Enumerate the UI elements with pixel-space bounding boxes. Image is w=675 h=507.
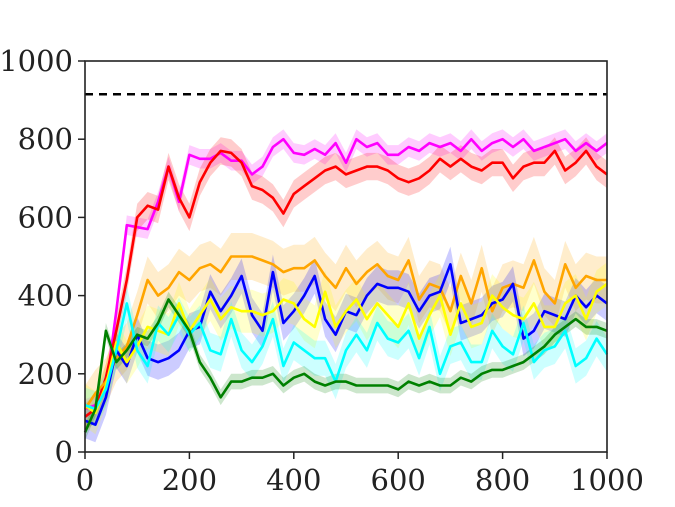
- series-lines: [83, 137, 609, 433]
- x-tick-label: 200: [162, 463, 217, 497]
- confidence-bands: [85, 129, 607, 443]
- y-tick-label: 800: [18, 122, 73, 156]
- series-band-5: [85, 262, 607, 435]
- series-line-3: [83, 255, 607, 410]
- x-axis: 0 200 400 600 800 1000: [76, 452, 644, 497]
- series-band-6: [85, 285, 607, 427]
- y-tick-label: 400: [18, 279, 73, 313]
- x-tick-label: 0: [76, 463, 94, 497]
- plot-frame: [84, 60, 608, 453]
- series-band-4: [85, 246, 607, 443]
- series-line-7: [83, 298, 608, 433]
- series-line-6: [84, 302, 609, 411]
- y-tick-label: 0: [55, 435, 73, 469]
- x-tick-label: 600: [371, 463, 426, 497]
- y-tick-label: 600: [18, 200, 73, 234]
- x-tick-label: 800: [475, 463, 530, 497]
- x-tick-label: 400: [266, 463, 321, 497]
- series-line-5: [84, 282, 608, 415]
- y-tick-label: 1000: [0, 44, 73, 78]
- y-tick-label: 200: [18, 357, 73, 391]
- series-line-2: [84, 149, 608, 418]
- y-axis: 0 200 400 600 800 1000: [0, 44, 85, 469]
- x-tick-label: 1000: [570, 463, 644, 497]
- series-band-7: [85, 291, 607, 441]
